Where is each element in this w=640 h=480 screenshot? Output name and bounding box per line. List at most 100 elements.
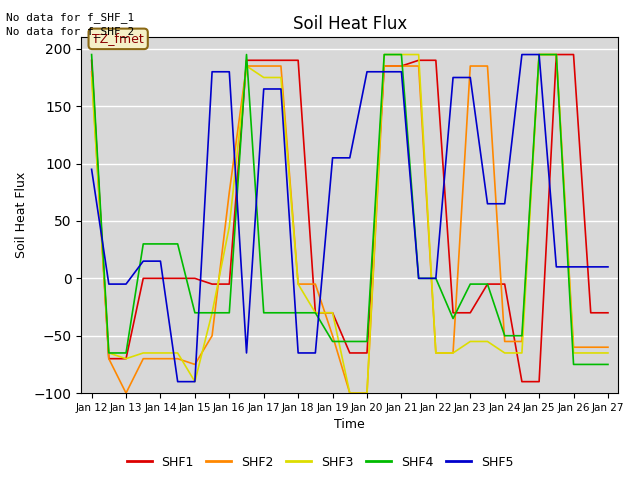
Line: SHF4: SHF4 (92, 55, 608, 364)
SHF5 (243, 350, 250, 356)
SHF3 (88, 74, 95, 80)
SHF4 (225, 310, 233, 316)
SHF1 (243, 58, 250, 63)
SHF1 (380, 63, 388, 69)
SHF3 (140, 350, 147, 356)
SHF2 (277, 63, 285, 69)
SHF1 (397, 63, 405, 69)
SHF4 (329, 338, 337, 344)
SHF1 (518, 379, 525, 384)
SHF3 (432, 350, 440, 356)
SHF5 (363, 69, 371, 75)
SHF4 (604, 361, 612, 367)
SHF1 (277, 58, 285, 63)
SHF3 (157, 350, 164, 356)
SHF2 (208, 333, 216, 338)
SHF3 (174, 350, 182, 356)
SHF5 (208, 69, 216, 75)
SHF2 (294, 281, 302, 287)
SHF2 (225, 190, 233, 195)
SHF5 (535, 52, 543, 58)
SHF4 (260, 310, 268, 316)
Y-axis label: Soil Heat Flux: Soil Heat Flux (15, 172, 28, 258)
SHF4 (570, 361, 577, 367)
SHF3 (260, 74, 268, 80)
SHF1 (587, 310, 595, 316)
SHF2 (243, 63, 250, 69)
X-axis label: Time: Time (335, 419, 365, 432)
SHF2 (260, 63, 268, 69)
SHF5 (157, 258, 164, 264)
Line: SHF2: SHF2 (92, 55, 608, 393)
SHF1 (294, 58, 302, 63)
SHF3 (449, 350, 457, 356)
SHF4 (501, 333, 509, 338)
SHF1 (363, 350, 371, 356)
SHF2 (380, 63, 388, 69)
SHF3 (570, 350, 577, 356)
SHF4 (243, 52, 250, 58)
SHF1 (157, 276, 164, 281)
SHF5 (552, 264, 560, 270)
SHF1 (88, 58, 95, 63)
SHF2 (329, 333, 337, 338)
SHF4 (174, 241, 182, 247)
SHF5 (397, 69, 405, 75)
SHF5 (140, 258, 147, 264)
SHF2 (105, 356, 113, 361)
SHF1 (449, 310, 457, 316)
SHF1 (140, 276, 147, 281)
SHF1 (346, 350, 354, 356)
SHF3 (397, 52, 405, 58)
SHF3 (552, 52, 560, 58)
SHF4 (552, 52, 560, 58)
SHF1 (467, 310, 474, 316)
SHF1 (484, 281, 492, 287)
SHF5 (277, 86, 285, 92)
SHF4 (484, 281, 492, 287)
SHF2 (122, 390, 130, 396)
SHF2 (518, 338, 525, 344)
Line: SHF3: SHF3 (92, 55, 608, 393)
SHF3 (294, 281, 302, 287)
SHF2 (587, 344, 595, 350)
SHF4 (277, 310, 285, 316)
SHF5 (570, 264, 577, 270)
SHF1 (535, 379, 543, 384)
SHF5 (346, 155, 354, 161)
SHF2 (415, 63, 422, 69)
SHF3 (312, 310, 319, 316)
SHF2 (432, 350, 440, 356)
SHF5 (518, 52, 525, 58)
SHF3 (208, 310, 216, 316)
SHF4 (363, 338, 371, 344)
SHF2 (552, 52, 560, 58)
SHF5 (260, 86, 268, 92)
SHF1 (552, 52, 560, 58)
SHF5 (449, 74, 457, 80)
SHF4 (191, 310, 198, 316)
SHF1 (604, 310, 612, 316)
SHF5 (432, 276, 440, 281)
SHF4 (518, 333, 525, 338)
SHF5 (501, 201, 509, 206)
SHF3 (380, 52, 388, 58)
SHF3 (535, 52, 543, 58)
SHF2 (397, 63, 405, 69)
SHF5 (329, 155, 337, 161)
SHF3 (191, 379, 198, 384)
SHF3 (484, 338, 492, 344)
SHF5 (312, 350, 319, 356)
SHF3 (225, 224, 233, 229)
SHF1 (570, 52, 577, 58)
SHF3 (243, 63, 250, 69)
Title: Soil Heat Flux: Soil Heat Flux (292, 15, 407, 33)
SHF4 (312, 310, 319, 316)
SHF5 (294, 350, 302, 356)
SHF2 (535, 52, 543, 58)
SHF2 (449, 350, 457, 356)
SHF4 (346, 338, 354, 344)
SHF2 (484, 63, 492, 69)
SHF1 (312, 310, 319, 316)
SHF4 (587, 361, 595, 367)
